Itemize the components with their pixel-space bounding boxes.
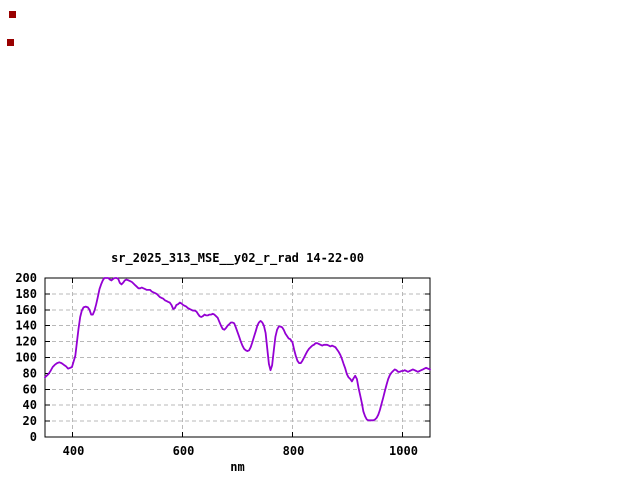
x-axis-label: nm — [230, 460, 244, 474]
y-tick-label: 20 — [23, 414, 37, 428]
y-tick-label: 40 — [23, 398, 37, 412]
x-tick-label: 600 — [173, 444, 195, 458]
y-tick-label: 160 — [15, 303, 37, 317]
y-tick-label: 120 — [15, 335, 37, 349]
y-tick-label: 200 — [15, 271, 37, 285]
y-tick-label: 100 — [15, 351, 37, 365]
y-tick-label: 60 — [23, 382, 37, 396]
red-square-marker-top — [9, 11, 16, 18]
x-tick-label: 1000 — [389, 444, 418, 458]
y-tick-label: 180 — [15, 287, 37, 301]
x-tick-label: 400 — [63, 444, 85, 458]
data-curve — [44, 277, 431, 422]
y-tick-label: 140 — [15, 319, 37, 333]
red-square-marker-bottom — [7, 39, 14, 46]
chart-title: sr_2025_313_MSE__y02_r_rad 14-22-00 — [111, 251, 364, 266]
y-tick-label: 0 — [30, 430, 37, 444]
y-tick-label: 80 — [23, 366, 37, 380]
x-tick-label: 800 — [283, 444, 305, 458]
